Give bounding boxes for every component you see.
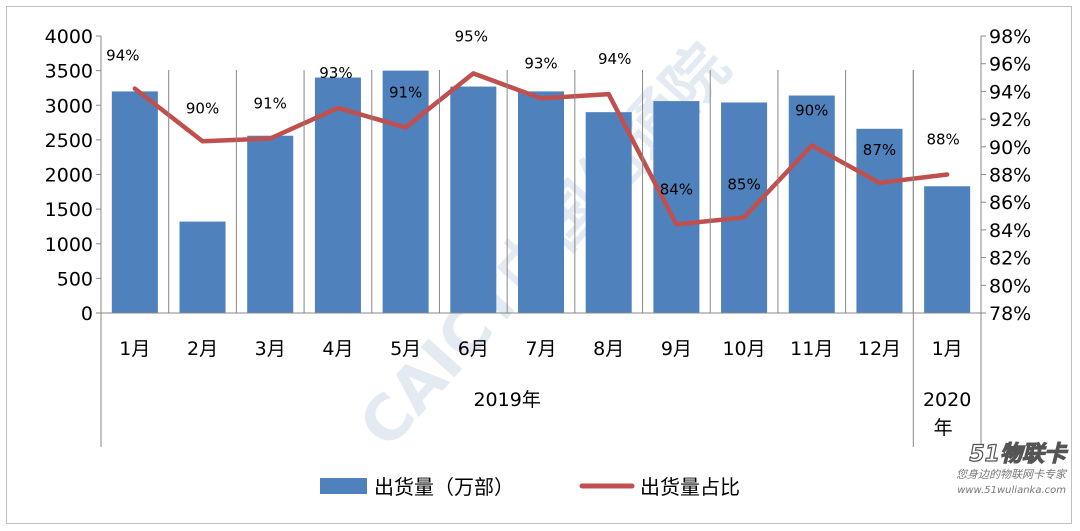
bar xyxy=(585,112,632,313)
y-right-tick-label: 86% xyxy=(989,192,1031,214)
group-label: 2019年 xyxy=(473,389,540,411)
group-label: 2020 xyxy=(923,389,971,411)
data-label: 91% xyxy=(254,94,287,112)
x-tick-label: 8月 xyxy=(593,338,624,360)
x-tick-label: 4月 xyxy=(322,338,353,360)
bar xyxy=(924,186,971,313)
x-tick-label: 3月 xyxy=(255,338,286,360)
x-tick-label: 6月 xyxy=(458,338,489,360)
x-tick-label: 12月 xyxy=(858,338,901,360)
y-left-tick-label: 1000 xyxy=(45,234,93,256)
bar xyxy=(179,221,226,313)
y-left-tick-label: 2000 xyxy=(45,165,93,187)
legend-line-label: 出货量占比 xyxy=(640,475,740,499)
bar xyxy=(450,86,497,314)
bar xyxy=(517,91,565,314)
x-tick-label: 1月 xyxy=(119,338,150,360)
y-right-tick-label: 80% xyxy=(989,275,1031,297)
y-right-tick-label: 88% xyxy=(989,165,1031,187)
x-tick-label: 7月 xyxy=(525,338,556,360)
x-tick-label: 11月 xyxy=(790,338,833,360)
data-label: 90% xyxy=(186,99,219,117)
y-left-tick-label: 1500 xyxy=(45,199,93,221)
group-label-suffix: 年 xyxy=(934,417,953,439)
legend: 出货量（万部） 出货量占比 xyxy=(320,475,740,499)
data-label: 91% xyxy=(389,83,422,101)
data-label: 94% xyxy=(106,47,139,65)
bar xyxy=(653,101,700,313)
x-tick-label: 2月 xyxy=(187,338,218,360)
y-right-tick-label: 82% xyxy=(989,248,1031,270)
y-left-tick-label: 3000 xyxy=(45,95,93,117)
legend-bar-label: 出货量（万部） xyxy=(374,475,514,499)
y-right-tick-label: 96% xyxy=(989,54,1031,76)
bar xyxy=(721,102,768,313)
data-label: 90% xyxy=(795,101,828,119)
logo: 51物联卡 您身边的物联网卡专家 www.51wulianka.com xyxy=(956,441,1069,496)
logo-tagline: 您身边的物联网卡专家 xyxy=(956,468,1068,481)
y-left-tick-label: 3500 xyxy=(45,61,93,83)
data-label: 88% xyxy=(926,131,959,149)
y-right-tick-label: 92% xyxy=(989,109,1031,131)
y-left-tick-label: 500 xyxy=(57,268,93,290)
x-tick-label: 1月 xyxy=(932,338,963,360)
x-tick-label: 10月 xyxy=(722,338,765,360)
share-line xyxy=(132,71,950,227)
data-label: 93% xyxy=(319,64,352,82)
y-right-tick-label: 84% xyxy=(989,220,1031,242)
y-right-tick-label: 98% xyxy=(989,26,1031,48)
data-label: 94% xyxy=(598,50,631,68)
y-right-tick-label: 78% xyxy=(989,303,1031,325)
bar xyxy=(247,135,294,313)
bar xyxy=(856,128,903,313)
legend-bar-swatch xyxy=(320,478,367,494)
y-left-tick-label: 2500 xyxy=(45,130,93,152)
data-label: 95% xyxy=(455,27,488,45)
bar xyxy=(382,70,429,313)
logo-url: www.51wulianka.com xyxy=(957,485,1066,496)
bar xyxy=(788,95,835,314)
y-right-tick-label: 94% xyxy=(989,81,1031,103)
y-left-tick-label: 4000 xyxy=(45,26,93,48)
logo-name: 51物联卡 xyxy=(969,442,1068,467)
x-tick-label: 9月 xyxy=(661,338,692,360)
bar xyxy=(111,91,158,314)
y-right-tick-label: 90% xyxy=(989,137,1031,159)
data-label: 85% xyxy=(727,175,760,193)
data-label: 84% xyxy=(660,180,693,198)
x-tick-label: 5月 xyxy=(390,338,421,360)
data-label: 93% xyxy=(524,54,557,72)
data-label: 87% xyxy=(863,141,896,159)
y-left-tick-label: 0 xyxy=(81,303,93,325)
